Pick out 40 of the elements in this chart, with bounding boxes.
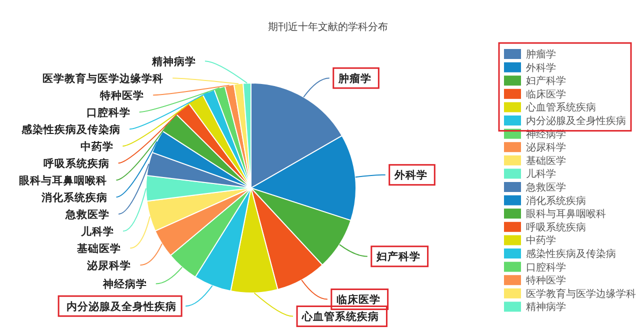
legend-label: 内分泌腺及全身性疾病 xyxy=(526,115,626,127)
chart-title: 期刊近十年文献的学科分布 xyxy=(268,21,388,33)
slice-label: 眼科与耳鼻咽喉科 xyxy=(19,174,108,187)
legend-label: 外科学 xyxy=(526,62,556,74)
legend-label: 感染性疾病及传染病 xyxy=(526,248,616,260)
legend-label: 妇产科学 xyxy=(526,75,566,88)
legend-label: 儿科学 xyxy=(526,168,556,180)
slice-label: 消化系统疾病 xyxy=(40,190,108,204)
legend-label: 特种医学 xyxy=(526,274,566,287)
legend-label: 医学教育与医学边缘学科 xyxy=(526,288,636,300)
slice-label: 感染性疾病及传染病 xyxy=(20,122,121,136)
slice-label: 外科学 xyxy=(393,168,428,182)
legend-label: 消化系统疾病 xyxy=(526,194,586,207)
slice-label: 急救医学 xyxy=(64,208,110,221)
legend-label: 基础医学 xyxy=(526,154,566,167)
legend-label: 眼科与耳鼻咽喉科 xyxy=(526,208,606,220)
slice-label: 心血管系统疾病 xyxy=(301,310,380,323)
slice-label: 临床医学 xyxy=(336,292,380,306)
slice-label: 基础医学 xyxy=(76,242,122,255)
slice-label: 肿瘤学 xyxy=(337,72,372,85)
slice-label: 神经病学 xyxy=(102,277,147,290)
slice-label: 医学教育与医学边缘学科 xyxy=(42,72,164,85)
slice-label: 泌尿科学 xyxy=(86,258,132,272)
slice-label: 中药学 xyxy=(80,140,114,153)
legend-label: 口腔科学 xyxy=(526,261,566,274)
legend-label: 精神病学 xyxy=(526,301,566,314)
slice-label: 精神病学 xyxy=(150,54,196,68)
legend-label: 呼吸系统疾病 xyxy=(526,221,586,234)
legend-label: 临床医学 xyxy=(526,88,566,100)
slice-label: 内分泌腺及全身性疾病 xyxy=(66,300,177,313)
legend-label: 急救医学 xyxy=(525,182,566,194)
slice-label: 儿科学 xyxy=(80,224,114,238)
legend-label: 心血管系统疾病 xyxy=(525,102,596,114)
legend-label: 肿瘤学 xyxy=(526,48,556,60)
legend-label: 中药学 xyxy=(526,234,556,247)
slice-label: 妇产科学 xyxy=(375,250,420,264)
legend-label: 泌尿科学 xyxy=(526,142,566,154)
slice-label: 口腔科学 xyxy=(86,106,130,119)
slice-label: 呼吸系统疾病 xyxy=(43,156,110,170)
slice-label: 特种医学 xyxy=(99,88,144,102)
